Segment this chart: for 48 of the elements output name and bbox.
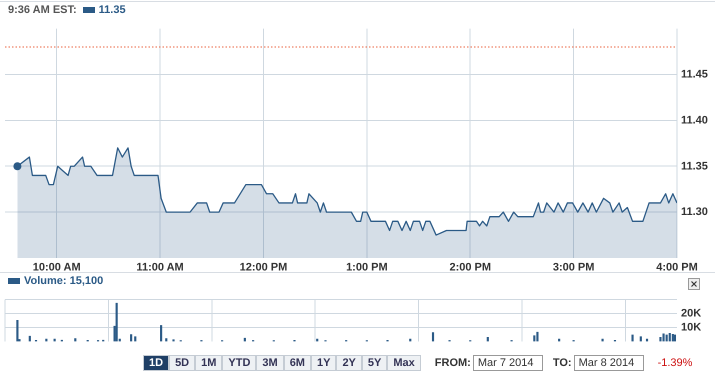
bar (28, 336, 31, 342)
bar (116, 302, 118, 342)
legend-label: Volume: 15,100 (24, 275, 104, 287)
chart-title: 9:36 AM EST: (8, 4, 77, 16)
text: Mar 8 2014 (574, 355, 644, 371)
bar (486, 337, 489, 342)
bar (134, 336, 136, 342)
y-tick-label: 11.30 (681, 206, 708, 218)
bar (631, 334, 634, 342)
text: YTD (222, 355, 256, 371)
text: FROM: (434, 357, 471, 369)
bar (668, 332, 671, 342)
text: TO: (552, 357, 572, 369)
text: 5Y (362, 355, 388, 371)
y-tick-label: 11.35 (681, 160, 708, 172)
bar (16, 320, 18, 342)
text: -1.39% (658, 357, 692, 369)
bar (666, 334, 668, 342)
text: 3M (256, 355, 284, 371)
text: 5D (169, 355, 196, 371)
x-tick-label: 11:00 AM (136, 262, 184, 274)
text: 1D (143, 355, 170, 371)
text: 1M (195, 355, 222, 371)
text: Mar 7 2014 (472, 355, 543, 371)
x-tick-label: 2:00 PM (449, 262, 492, 274)
x-tick-label: 3:00 PM (552, 262, 594, 274)
text: 6M (284, 355, 311, 371)
bar (165, 338, 168, 342)
bar (74, 338, 76, 342)
x-tick-label: 12:00 PM (240, 262, 288, 274)
text: 1Y (310, 355, 336, 371)
bar (533, 335, 536, 342)
y-tick-label: 11.45 (681, 68, 708, 81)
bar (674, 334, 676, 342)
x-tick-label: 10:00 AM (32, 262, 81, 274)
legend-label: 11.35 (98, 4, 126, 16)
y-tick-label: 20K (681, 308, 702, 320)
bar (409, 338, 412, 342)
x-tick-label: 4:00 PM (656, 262, 698, 274)
text: Max (387, 355, 421, 371)
bar (640, 336, 642, 342)
bar (130, 334, 132, 342)
bar (316, 338, 318, 342)
y-tick-label: 10K (681, 322, 702, 334)
x-tick-label: 1:00 PM (346, 262, 388, 274)
bar (160, 325, 162, 342)
y-tick-label: 11.40 (681, 114, 708, 126)
text: 2Y (336, 355, 362, 371)
